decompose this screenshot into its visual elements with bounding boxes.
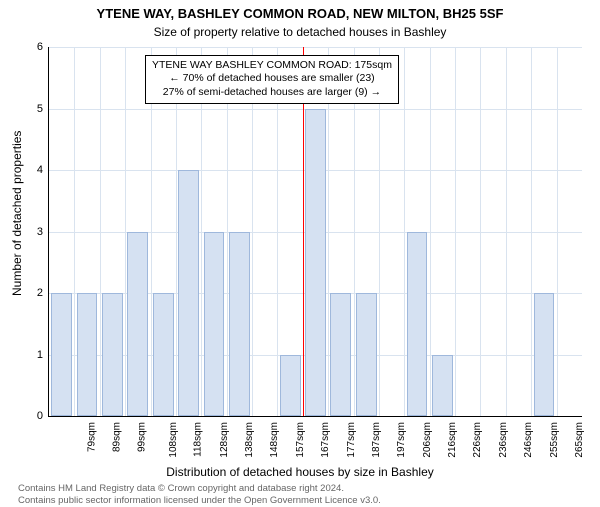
- x-tick-label: 138sqm: [244, 422, 255, 458]
- x-tick-label: 226sqm: [472, 422, 483, 458]
- annotation-line: ← 70% of detached houses are smaller (23…: [152, 72, 392, 86]
- gridline-v: [125, 47, 126, 416]
- plot-region: 012345679sqm89sqm99sqm108sqm118sqm128sqm…: [48, 47, 582, 417]
- x-tick-label: 187sqm: [371, 422, 382, 458]
- chart-subtitle: Size of property relative to detached ho…: [0, 25, 600, 39]
- y-axis-label: Number of detached properties: [10, 131, 24, 296]
- x-tick-label: 118sqm: [193, 422, 204, 457]
- y-tick-label: 2: [37, 287, 43, 299]
- footer-line-1: Contains HM Land Registry data © Crown c…: [18, 483, 600, 495]
- y-tick-label: 1: [37, 349, 43, 361]
- gridline-v: [480, 47, 481, 416]
- gridline-v: [506, 47, 507, 416]
- x-tick-label: 167sqm: [320, 422, 331, 458]
- bar: [356, 293, 377, 416]
- gridline-v: [557, 47, 558, 416]
- x-axis-label: Distribution of detached houses by size …: [0, 465, 600, 479]
- x-tick-label: 79sqm: [86, 422, 97, 452]
- x-tick-label: 216sqm: [447, 422, 458, 458]
- bar: [330, 293, 351, 416]
- footer-attribution: Contains HM Land Registry data © Crown c…: [18, 483, 600, 507]
- x-tick-label: 265sqm: [574, 422, 585, 458]
- x-tick-label: 99sqm: [137, 422, 148, 452]
- x-tick-label: 177sqm: [346, 422, 357, 458]
- x-tick-label: 236sqm: [498, 422, 509, 458]
- bar: [407, 232, 428, 417]
- x-tick-label: 89sqm: [112, 422, 123, 452]
- x-tick-label: 148sqm: [269, 422, 280, 458]
- y-tick-label: 5: [37, 103, 43, 115]
- gridline-v: [100, 47, 101, 416]
- x-tick-label: 128sqm: [219, 422, 230, 458]
- gridline-h: [49, 47, 582, 48]
- bar: [77, 293, 98, 416]
- bar: [127, 232, 148, 417]
- footer-line-2: Contains public sector information licen…: [18, 495, 600, 507]
- bar: [102, 293, 123, 416]
- y-tick-label: 6: [37, 41, 43, 53]
- annotation-line: 27% of semi-detached houses are larger (…: [152, 86, 392, 100]
- x-tick-label: 197sqm: [396, 422, 407, 458]
- bar: [534, 293, 555, 416]
- x-tick-label: 206sqm: [422, 422, 433, 458]
- annotation-box: YTENE WAY BASHLEY COMMON ROAD: 175sqm← 7…: [145, 55, 399, 104]
- bar: [153, 293, 174, 416]
- x-tick-label: 246sqm: [523, 422, 534, 458]
- x-tick-label: 108sqm: [168, 422, 179, 458]
- bar: [204, 232, 225, 417]
- gridline-v: [404, 47, 405, 416]
- gridline-v: [455, 47, 456, 416]
- y-tick-label: 3: [37, 226, 43, 238]
- bar: [178, 170, 199, 416]
- bar: [229, 232, 250, 417]
- chart-area: 012345679sqm89sqm99sqm108sqm118sqm128sqm…: [48, 47, 582, 417]
- gridline-v: [430, 47, 431, 416]
- bar: [280, 355, 301, 417]
- chart-title: YTENE WAY, BASHLEY COMMON ROAD, NEW MILT…: [0, 6, 600, 23]
- bar: [305, 109, 326, 417]
- annotation-line: YTENE WAY BASHLEY COMMON ROAD: 175sqm: [152, 59, 392, 73]
- y-tick-label: 4: [37, 164, 43, 176]
- x-tick-label: 157sqm: [295, 422, 306, 458]
- bar: [432, 355, 453, 417]
- gridline-v: [74, 47, 75, 416]
- gridline-v: [531, 47, 532, 416]
- y-tick-label: 0: [37, 410, 43, 422]
- bar: [51, 293, 72, 416]
- x-tick-label: 255sqm: [549, 422, 560, 458]
